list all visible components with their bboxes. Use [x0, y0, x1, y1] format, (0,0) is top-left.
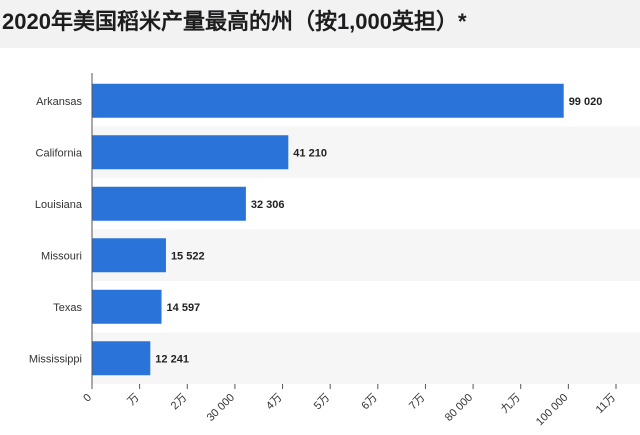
value-label: 32 306	[251, 199, 285, 211]
x-tick-label: 6万	[359, 392, 380, 413]
category-label: Mississippi	[29, 353, 82, 365]
x-tick-label: 100 000	[534, 392, 571, 429]
value-label: 41 210	[293, 147, 327, 159]
category-label: California	[36, 147, 83, 159]
row-stripe	[92, 332, 640, 384]
x-tick-label: 80 000	[443, 392, 475, 424]
category-label: Texas	[53, 302, 82, 314]
category-label: Arkansas	[36, 96, 82, 108]
bar-california[interactable]	[92, 135, 289, 170]
x-tick-label: 万	[125, 392, 141, 408]
value-label: 15 522	[171, 250, 205, 262]
chart-title: 2020年美国稻米产量最高的州（按1,000英担）*	[2, 9, 467, 34]
category-label: Louisiana	[35, 199, 83, 211]
value-label: 12 241	[155, 353, 189, 365]
bar-louisiana[interactable]	[92, 186, 246, 221]
category-label: Missouri	[41, 250, 82, 262]
value-label: 99 020	[569, 96, 603, 108]
row-stripe	[92, 229, 640, 281]
x-tick-label: 7万	[407, 392, 428, 413]
x-tick-label: 2万	[169, 392, 190, 413]
x-tick-label: 0	[81, 392, 94, 405]
bar-mississippi[interactable]	[92, 341, 151, 376]
x-tick-label: 九万	[498, 391, 523, 416]
x-tick-label: 11万	[594, 392, 618, 416]
value-label: 14 597	[167, 302, 201, 314]
bar-arkansas[interactable]	[92, 83, 564, 118]
bar-texas[interactable]	[92, 289, 162, 324]
x-tick-label: 4万	[264, 392, 285, 413]
x-tick-label: 30 000	[205, 392, 237, 424]
x-tick-label: 5万	[312, 392, 333, 413]
bar-missouri[interactable]	[92, 238, 166, 273]
